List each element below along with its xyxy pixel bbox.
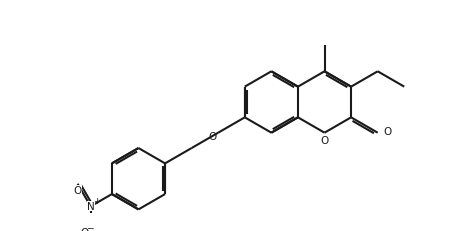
Text: O: O — [383, 127, 391, 137]
Text: +: + — [93, 196, 101, 205]
Text: O: O — [74, 186, 82, 196]
Text: N: N — [87, 201, 95, 211]
Text: O: O — [208, 131, 216, 141]
Text: O: O — [80, 228, 89, 231]
Text: O: O — [321, 136, 329, 146]
Text: −: − — [86, 222, 94, 231]
